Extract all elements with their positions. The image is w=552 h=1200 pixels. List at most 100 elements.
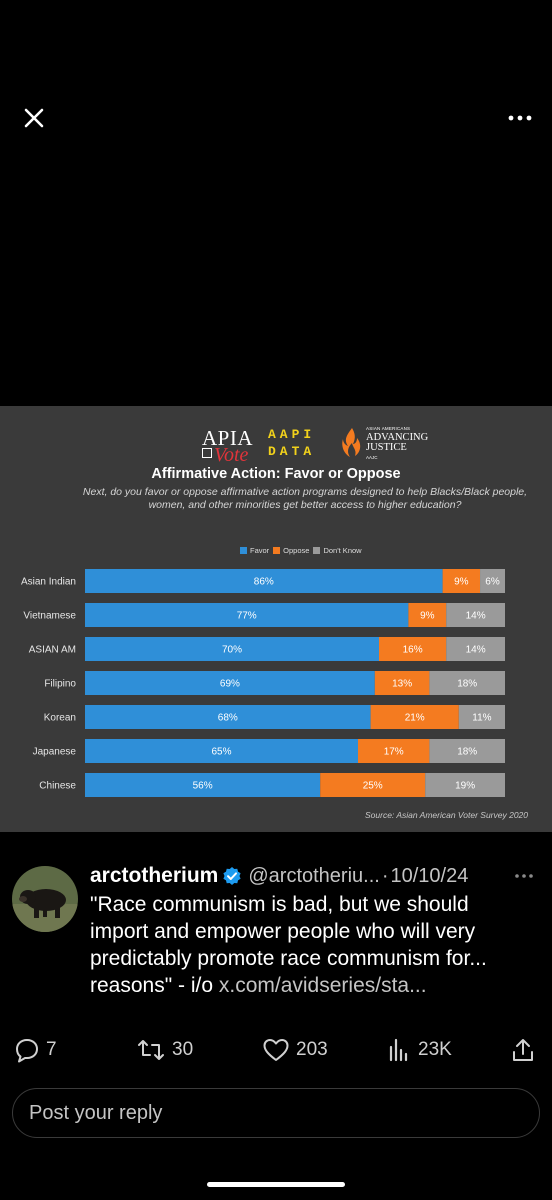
data-label-favor-asian-indian: 86% [254, 577, 274, 588]
bar-favor-asian-am [85, 637, 379, 661]
legend-item-dont-know: Don't Know [313, 545, 362, 555]
author-name[interactable]: arctotherium [90, 864, 219, 887]
legend-label-favor: Favor [250, 545, 270, 555]
aajc-logo: ASIAN AMERICANS ADVANCING JUSTICE AAJC [340, 426, 440, 466]
close-button[interactable] [16, 100, 52, 136]
close-icon [24, 108, 44, 128]
category-label-vietnamese: Vietnamese [23, 611, 76, 622]
aapi-logo-line1: AAPI [268, 427, 316, 442]
tweet-text: "Race communism is bad, but we should im… [90, 891, 530, 999]
tweet-more-button[interactable] [510, 866, 538, 886]
flame-icon [342, 428, 361, 457]
bear-avatar-image [12, 866, 78, 932]
bar-favor-vietnamese [85, 603, 409, 627]
more-options-button[interactable] [502, 100, 538, 136]
data-label-oppose-asian-am: 16% [403, 645, 423, 656]
timestamp-separator: · [381, 864, 389, 887]
bar-don-t-know-asian-indian [480, 569, 505, 593]
tweet-link[interactable]: x.com/avidseries/sta... [218, 974, 427, 997]
share-button[interactable] [510, 1034, 542, 1066]
bar-don-t-know-korean [458, 705, 505, 729]
repost-icon [138, 1040, 164, 1060]
reply-count: 7 [46, 1039, 57, 1060]
more-horizontal-icon [515, 874, 533, 878]
data-label-oppose-vietnamese: 9% [420, 611, 435, 622]
chart-title: Affirmative Action: Favor or Oppose [151, 466, 401, 482]
legend-item-favor: Favor [240, 546, 269, 555]
legend-label-oppose: Oppose [283, 545, 310, 555]
aajc-logo-line2: JUSTICE [366, 442, 407, 453]
author-handle[interactable]: @arctotheriu... [248, 864, 380, 887]
bar-oppose-asian-indian [442, 569, 481, 593]
tweet-image[interactable]: APIA Vote AAPI DATA ASIAN AMERICANS ADVA… [0, 406, 552, 832]
bar-oppose-chinese [320, 773, 426, 797]
stacked-bar-chart: Asian Indian 86% 9% 6% Vietnamese 77% 9% 14% ASI… [21, 569, 505, 797]
ballot-box-icon [202, 448, 212, 458]
legend-swatch-oppose [273, 546, 281, 554]
apia-logo-text: APIA [202, 426, 254, 450]
data-label-don-t-know-filipino: 18% [457, 679, 477, 690]
data-label-favor-asian-am: 70% [222, 645, 242, 656]
chart-source: Source: Asian American Voter Survey 2020 [365, 810, 528, 820]
views-count: 23K [418, 1039, 452, 1060]
reply-input[interactable]: Post your reply [12, 1088, 540, 1138]
sponsor-logos: APIA Vote AAPI DATA ASIAN AMERICANS ADVA… [0, 422, 552, 466]
data-label-don-t-know-japanese: 18% [457, 747, 477, 758]
aajc-logo-tag: AAJC [366, 455, 378, 460]
bar-favor-japanese [85, 739, 358, 763]
data-label-don-t-know-vietnamese: 14% [466, 611, 486, 622]
category-label-filipino: Filipino [44, 679, 76, 690]
more-horizontal-icon [508, 115, 532, 121]
data-label-don-t-know-asian-indian: 6% [485, 577, 500, 588]
aajc-logo-text: ADVANCING JUSTICE [366, 432, 429, 453]
vote-logo-text: Vote [214, 444, 249, 466]
data-label-favor-japanese: 65% [211, 747, 231, 758]
data-label-oppose-asian-indian: 9% [454, 577, 469, 588]
data-label-favor-vietnamese: 77% [237, 611, 257, 622]
bar-oppose-japanese [358, 739, 430, 763]
aapi-data-logo: AAPI DATA [268, 426, 315, 460]
tweet-timestamp[interactable]: 10/10/24 [390, 864, 469, 887]
category-label-asian-indian: Asian Indian [21, 577, 76, 588]
bar-favor-filipino [85, 671, 375, 695]
aajc-logo-line1: ADVANCING [366, 432, 429, 443]
aajc-logo-small: ASIAN AMERICANS [366, 426, 411, 431]
chart-subtitle: Next, do you favor or oppose affirmative… [82, 486, 528, 511]
repost-button[interactable]: 30 [136, 1034, 193, 1066]
data-label-don-t-know-chinese: 19% [455, 781, 475, 792]
data-label-don-t-know-korean: 11% [472, 713, 491, 724]
reply-button[interactable]: 7 [14, 1034, 57, 1066]
bar-don-t-know-asian-am [446, 637, 505, 661]
legend-swatch-favor [240, 546, 247, 554]
reply-icon [16, 1039, 38, 1063]
like-button[interactable]: 203 [262, 1034, 328, 1066]
home-indicator[interactable] [207, 1182, 345, 1187]
chart-legend: Favor Oppose Don't Know [240, 544, 366, 556]
share-icon [513, 1039, 533, 1061]
legend-label-dont-know: Don't Know [323, 545, 362, 555]
reply-placeholder: Post your reply [29, 1101, 163, 1124]
apia-vote-logo: APIA Vote [200, 424, 262, 466]
bar-oppose-asian-am [379, 637, 447, 661]
bar-oppose-korean [370, 705, 459, 729]
views-button[interactable]: 23K [386, 1034, 452, 1066]
tweet-header: arctotherium @arctotheriu... · 10/10/24 [90, 862, 510, 890]
analytics-icon [389, 1038, 408, 1062]
category-label-chinese: Chinese [39, 781, 76, 792]
data-label-oppose-japanese: 17% [384, 747, 404, 758]
avatar[interactable] [12, 866, 78, 932]
data-label-oppose-chinese: 25% [363, 781, 383, 792]
tweet-text-content: "Race communism is bad, but we should im… [90, 893, 487, 997]
bar-favor-chinese [85, 773, 321, 797]
tweet-actions: 7 30 203 23K [0, 1034, 552, 1066]
legend-item-oppose: Oppose [273, 546, 309, 555]
bar-favor-asian-indian [85, 569, 443, 593]
bar-favor-korean [85, 705, 371, 729]
aapi-logo-line2: DATA [268, 444, 316, 459]
like-count: 203 [296, 1039, 328, 1060]
verified-badge-icon [222, 866, 242, 886]
data-label-favor-chinese: 56% [193, 781, 213, 792]
bar-don-t-know-filipino [429, 671, 505, 695]
legend-swatch-dont-know [313, 546, 321, 554]
bar-don-t-know-chinese [425, 773, 505, 797]
